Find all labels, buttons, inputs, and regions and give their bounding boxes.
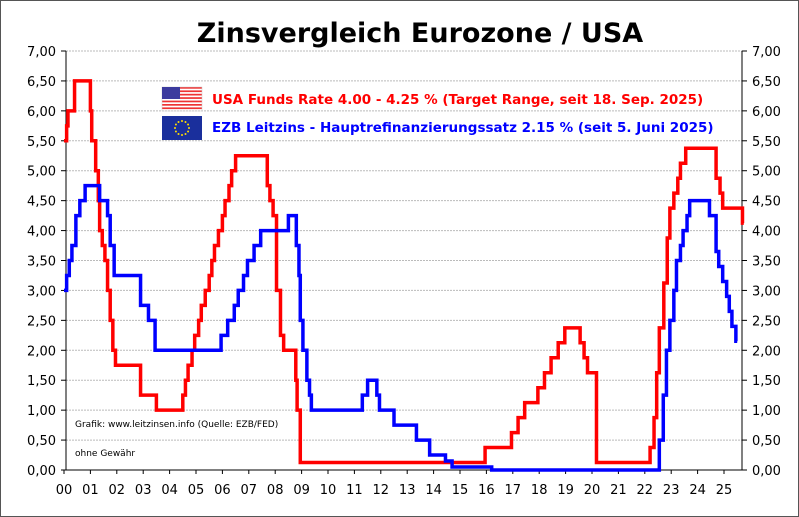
ecb-rate-line [64, 183, 738, 472]
y-tick-label: 2,00 [27, 344, 56, 359]
x-tick-label: 10 [320, 483, 337, 498]
x-tick-label: 19 [557, 483, 574, 498]
x-tick-label: 13 [399, 483, 416, 498]
x-tick-label: 16 [478, 483, 495, 498]
y-tick-label-right: 5,00 [752, 165, 781, 180]
y-tick-label: 3,00 [27, 284, 56, 299]
y-tick-label-right: 0,50 [752, 434, 781, 449]
y-tick-label: 4,50 [27, 195, 56, 210]
chart-title: Zinsvergleich Eurozone / USA [197, 18, 643, 49]
x-tick-label: 05 [188, 483, 205, 498]
x-tick-label: 08 [267, 483, 284, 498]
x-tick-label: 11 [346, 483, 363, 498]
x-tick-label: 07 [241, 483, 258, 498]
x-tick-label: 09 [293, 483, 310, 498]
y-tick-label-right: 2,00 [752, 344, 781, 359]
y-tick-label-right: 1,00 [752, 404, 781, 419]
axes: 0,00 0,00 0,50 0,50 1,00 1,00 1,50 1,50 2,00 2,00… [27, 45, 781, 498]
us-flag-icon [161, 86, 203, 112]
x-tick-label: 06 [214, 483, 231, 498]
x-tick-label: 02 [109, 483, 126, 498]
x-tick-label: 25 [716, 483, 733, 498]
y-tick-label-right: 6,00 [752, 105, 781, 120]
x-tick-label: 17 [505, 483, 522, 498]
us-funds-rate-line [64, 79, 745, 465]
y-tick-label-right: 0,00 [752, 464, 781, 479]
x-tick-label: 15 [452, 483, 469, 498]
y-tick-label-right: 2,50 [752, 314, 781, 329]
x-tick-label: 14 [425, 483, 442, 498]
y-tick-label: 0,50 [27, 434, 56, 449]
x-tick-label: 18 [531, 483, 548, 498]
x-tick-label: 03 [135, 483, 152, 498]
grid [66, 50, 742, 441]
eu-flag-icon [162, 116, 202, 140]
legend-us: USA Funds Rate 4.00 - 4.25 % (Target Ran… [212, 92, 703, 108]
x-tick-label: 20 [584, 483, 601, 498]
legend: USA Funds Rate 4.00 - 4.25 % (Target Ran… [161, 86, 714, 140]
series [64, 79, 745, 472]
legend-ecb: EZB Leitzins - Hauptrefinanzierungssatz … [212, 120, 714, 136]
x-tick-label: 04 [161, 483, 178, 498]
y-tick-label-right: 3,50 [752, 255, 781, 270]
y-tick-label: 5,00 [27, 165, 56, 180]
y-tick-label-right: 7,00 [752, 45, 781, 60]
y-tick-label: 3,50 [27, 255, 56, 270]
x-tick-label: 24 [689, 483, 706, 498]
y-tick-label: 2,50 [27, 314, 56, 329]
disclaimer-note: ohne Gewähr [75, 449, 135, 459]
y-tick-label-right: 6,50 [752, 75, 781, 90]
y-tick-label-right: 4,50 [752, 195, 781, 210]
x-tick-label: 23 [663, 483, 680, 498]
y-tick-label: 1,50 [27, 374, 56, 389]
y-tick-label-right: 3,00 [752, 284, 781, 299]
x-tick-label: 00 [56, 483, 73, 498]
x-tick-label: 01 [82, 483, 99, 498]
y-tick-label: 5,50 [27, 135, 56, 150]
x-tick-label: 22 [637, 483, 654, 498]
y-tick-label-right: 4,00 [752, 225, 781, 240]
x-tick-label: 12 [373, 483, 390, 498]
y-tick-label: 7,00 [27, 45, 56, 60]
y-tick-label: 0,00 [27, 464, 56, 479]
y-tick-label: 1,00 [27, 404, 56, 419]
x-tick-label: 21 [610, 483, 627, 498]
source-note: Grafik: www.leitzinsen.info (Quelle: EZB… [75, 420, 278, 430]
y-tick-label: 6,00 [27, 105, 56, 120]
y-tick-label: 6,50 [27, 75, 56, 90]
y-tick-label: 4,00 [27, 225, 56, 240]
y-tick-label-right: 1,50 [752, 374, 781, 389]
y-tick-label-right: 5,50 [752, 135, 781, 150]
